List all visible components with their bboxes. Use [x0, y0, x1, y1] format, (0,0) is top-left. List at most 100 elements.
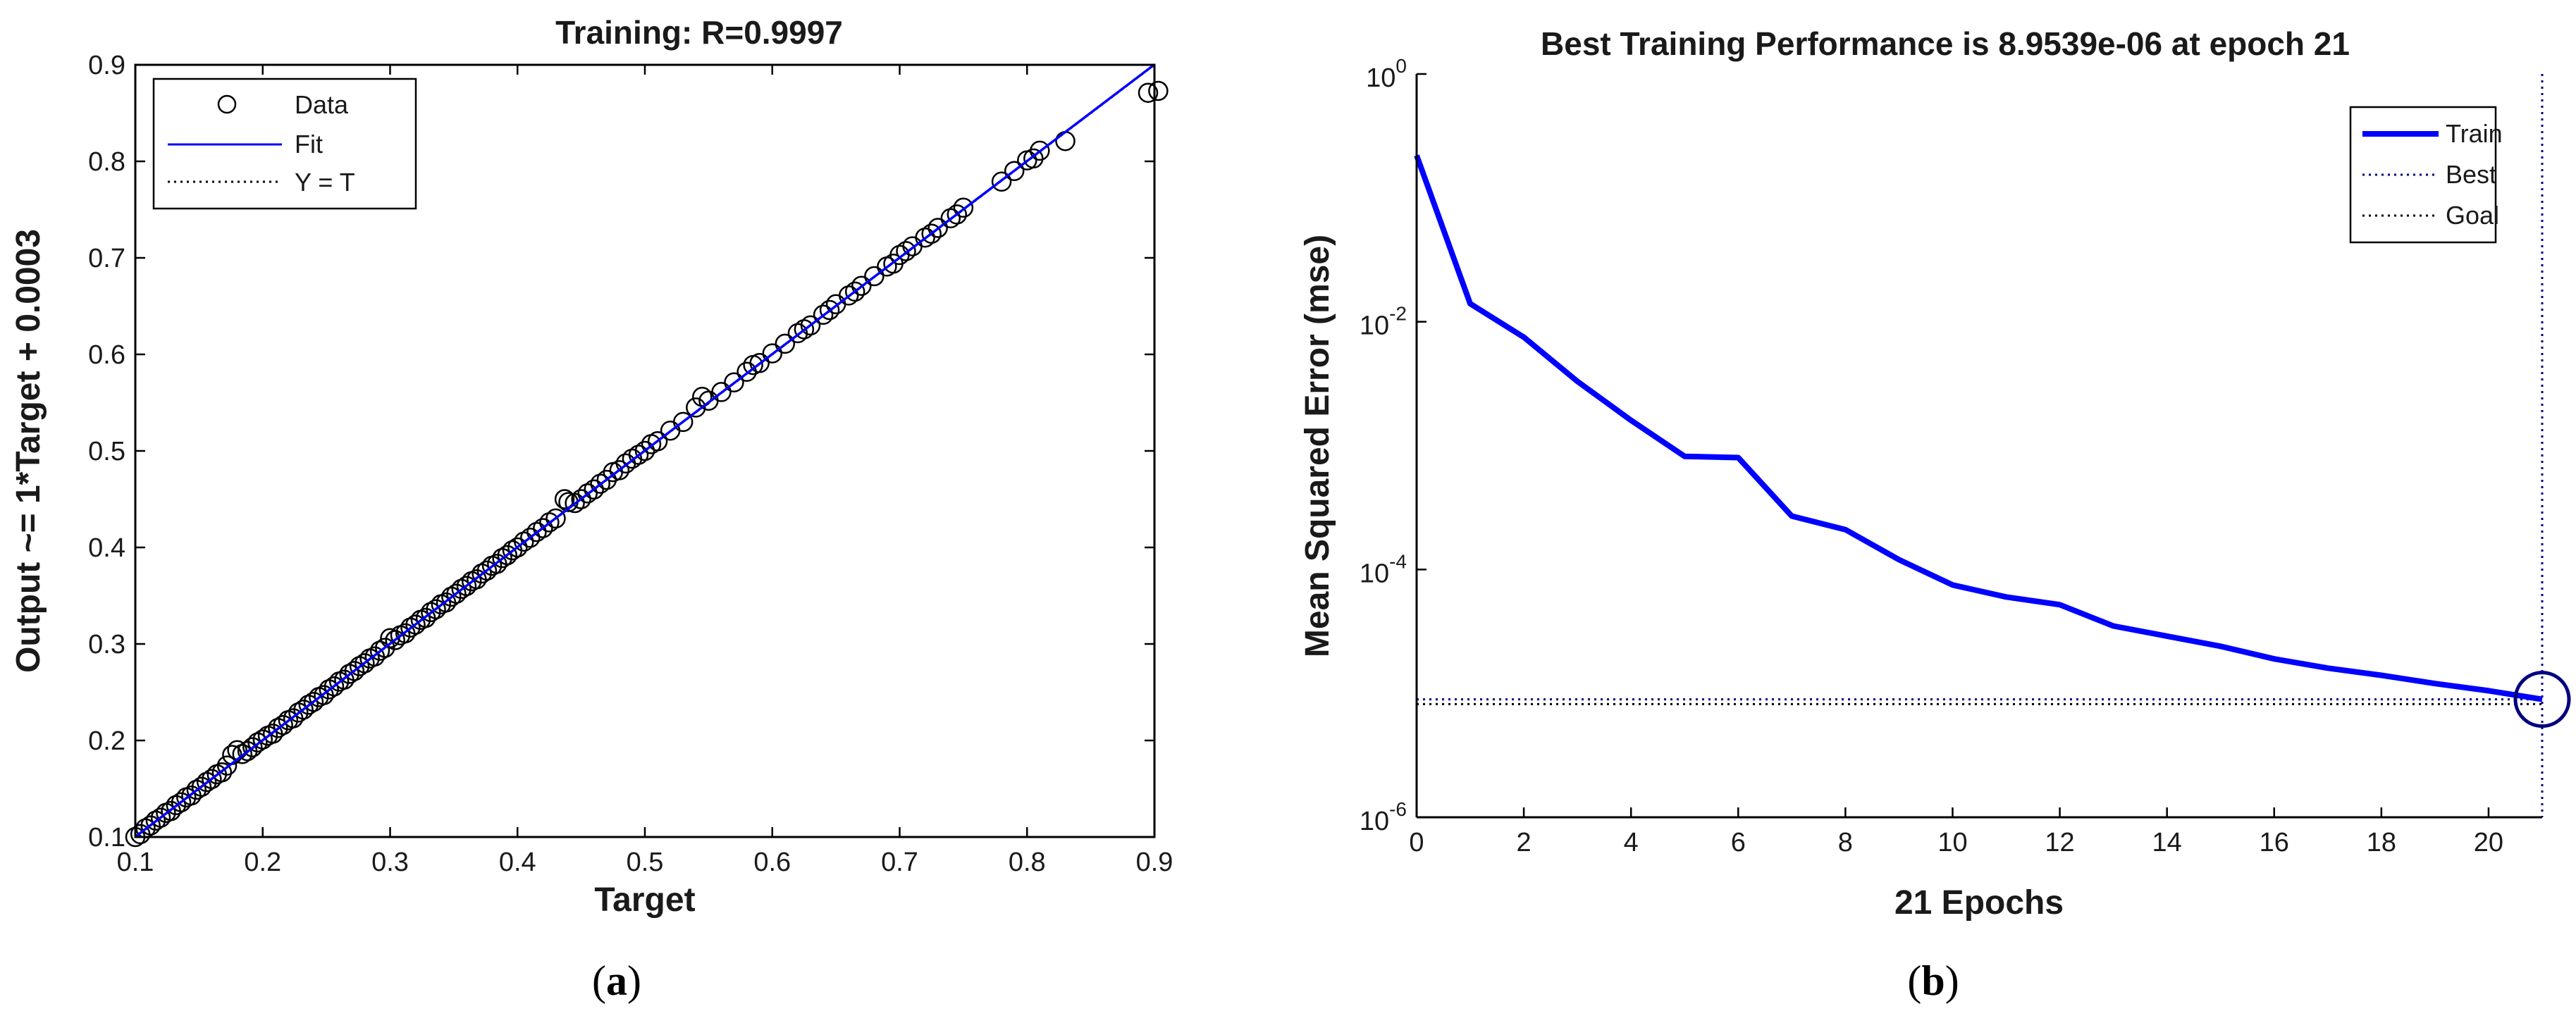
b-y-tick-label-3: 10-6 — [1360, 798, 1407, 836]
data-point-3 — [140, 815, 161, 836]
b-x-tick-label-0: 0 — [1409, 828, 1424, 857]
x-tick-label-1: 0.2 — [244, 848, 281, 877]
data-point-33 — [293, 699, 314, 720]
data-point-138 — [1148, 80, 1169, 101]
data-point-135 — [1030, 140, 1050, 161]
data-point-58 — [421, 602, 441, 623]
b-y-tick-label-1: 10-2 — [1360, 303, 1407, 341]
chart-a-data-markers — [125, 80, 1169, 848]
data-point-62 — [441, 586, 462, 607]
x-tick-label-6: 0.7 — [881, 848, 918, 877]
data-point-82 — [554, 489, 575, 509]
x-tick-label-3: 0.4 — [499, 848, 536, 877]
best-epoch-marker — [2513, 671, 2571, 728]
data-point-28 — [268, 717, 288, 738]
x-tick-label-5: 0.6 — [753, 848, 791, 877]
legend-item-train: Train — [2446, 119, 2503, 148]
data-point-97 — [647, 431, 668, 452]
data-point-17 — [211, 762, 233, 783]
chart-a-title: Training: R=0.9997 — [555, 14, 843, 51]
data-point-42 — [339, 664, 359, 684]
data-point-79 — [533, 518, 553, 538]
data-point-51 — [385, 630, 405, 650]
data-point-129 — [947, 204, 968, 225]
caption-b: (b) — [1907, 957, 1959, 1004]
data-point-109 — [775, 333, 796, 354]
data-point-68 — [472, 563, 492, 584]
data-point-91 — [609, 460, 630, 480]
data-point-29 — [273, 714, 293, 736]
legend-item-identity: Y = T — [295, 168, 355, 197]
data-point-85 — [571, 489, 591, 509]
chart-b-y-ticks: 100 10-2 10-4 10-6 — [1360, 55, 1426, 836]
b-x-tick-label-3: 6 — [1731, 828, 1746, 857]
b-x-tick-label-6: 12 — [2045, 828, 2074, 857]
data-point-114 — [819, 299, 840, 321]
y-tick-label-6: 0.7 — [88, 244, 125, 273]
x-tick-label-4: 0.5 — [627, 848, 664, 877]
chart-a-y-ticks: 0.1 0.2 0.3 0.4 0.5 0.6 0.7 0.8 0.9 — [88, 51, 1154, 852]
x-tick-label-7: 0.8 — [1009, 848, 1046, 877]
b-y-tick-label-2: 10-4 — [1360, 550, 1407, 588]
chart-a-legend: Data Fit Y = T — [152, 78, 417, 210]
data-point-137 — [1138, 82, 1159, 103]
data-point-95 — [634, 440, 655, 461]
train-series-line — [1414, 154, 2543, 702]
data-point-39 — [323, 676, 345, 697]
data-point-35 — [303, 691, 324, 712]
data-point-118 — [851, 275, 872, 296]
caption-a-letter: a — [606, 957, 627, 1004]
data-point-72 — [492, 547, 512, 569]
data-point-49 — [375, 638, 395, 658]
b-x-tick-label-2: 4 — [1624, 828, 1639, 857]
data-point-107 — [749, 353, 770, 373]
data-point-94 — [628, 445, 649, 465]
data-point-112 — [800, 315, 821, 336]
data-point-55 — [405, 614, 426, 635]
b-x-tick-label-8: 16 — [2260, 828, 2289, 857]
data-point-130 — [953, 197, 974, 218]
chart-b-lines — [1414, 74, 2571, 817]
b-y-tick-label-0: 100 — [1366, 55, 1407, 93]
b-x-tick-label-5: 10 — [1937, 828, 1967, 857]
data-point-87 — [584, 479, 604, 500]
data-point-100 — [686, 397, 706, 418]
data-point-116 — [838, 285, 859, 306]
y-tick-label-2: 0.3 — [88, 630, 125, 659]
data-point-77 — [520, 528, 541, 548]
data-point-44 — [349, 656, 370, 676]
chart-b-x-axis-label: 21 Epochs — [1894, 884, 2064, 922]
b-x-tick-label-9: 18 — [2367, 828, 2396, 857]
data-point-64 — [451, 578, 472, 600]
chart-b-legend-box — [2349, 106, 2497, 244]
data-point-25 — [252, 729, 273, 750]
x-tick-label-8: 0.9 — [1136, 848, 1173, 877]
y-tick-label-5: 0.6 — [88, 340, 125, 370]
data-point-13 — [191, 776, 212, 798]
data-point-132 — [1004, 161, 1025, 181]
y-tick-label-8: 0.9 — [88, 51, 125, 80]
data-point-65 — [456, 576, 477, 597]
data-point-119 — [864, 266, 885, 287]
data-point-8 — [166, 795, 187, 816]
data-point-34 — [298, 695, 319, 715]
data-point-48 — [369, 640, 390, 661]
chart-b-title: Best Training Performance is 8.9539e-06 … — [1541, 25, 2350, 62]
data-point-131 — [991, 171, 1012, 192]
x-tick-label-2: 0.3 — [371, 848, 409, 877]
y-tick-label-3: 0.4 — [88, 533, 125, 563]
legend-item-fit: Fit — [295, 130, 323, 159]
fit-line — [134, 63, 1156, 838]
caption-a: (a) — [592, 957, 641, 1004]
data-point-81 — [546, 508, 566, 529]
data-point-54 — [400, 617, 421, 638]
data-point-15 — [202, 769, 222, 790]
legend-item-best: Best — [2446, 160, 2496, 189]
chart-b-performance: Best Training Performance is 8.9539e-06 … — [1299, 25, 2571, 922]
b-x-tick-label-10: 20 — [2474, 828, 2503, 857]
data-point-24 — [247, 732, 268, 752]
data-point-38 — [319, 679, 339, 700]
data-point-84 — [565, 492, 585, 514]
data-point-108 — [762, 343, 783, 364]
